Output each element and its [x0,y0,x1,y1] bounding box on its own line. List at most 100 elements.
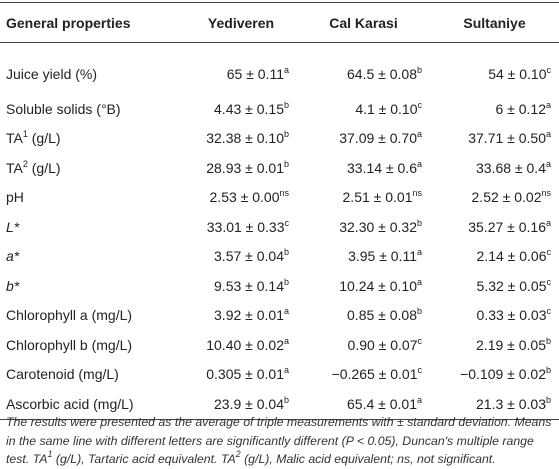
properties-table: General properties Yediveren Cal Karasi Sul… [0,2,559,420]
text: pH [6,189,24,206]
significance-letter: a [545,217,551,228]
cell: 4.43 ± 0.15b [185,94,297,124]
cell: 33.14 ± 0.6a [297,153,430,183]
cell: 37.09 ± 0.70a [297,124,430,154]
significance-letter: a [545,158,551,169]
row-label: Ascorbic acid (mg/L) [0,389,185,420]
cell: 0.305 ± 0.01a [185,360,297,390]
cell: 10.40 ± 0.02a [185,330,297,360]
text: Soluble solids (°B) [6,100,121,117]
significance-letter: c [284,217,290,228]
cell: −0.265 ± 0.01c [297,360,430,390]
row-label: Chlorophyll b (mg/L) [0,330,185,360]
significance-letter: b [416,64,422,75]
cell: 3.92 ± 0.01a [185,301,297,331]
significance-letter: b [283,158,289,169]
cell: 2.53 ± 0.00ns [185,183,297,213]
cell-value: 37.09 ± 0.70 [339,130,417,147]
cell-value: 3.57 ± 0.04 [214,248,284,265]
significance-letter: ns [412,188,422,199]
column-header: Yediveren [185,2,297,43]
cell: 2.51 ± 0.01ns [297,183,430,213]
italic-text: a* [6,248,20,265]
table-row: Carotenoid (mg/L) 0.305 ± 0.01a −0.265 ± 0… [0,360,559,390]
cell: 28.93 ± 0.01b [185,153,297,183]
significance-letter: c [546,64,552,75]
cell-value: −0.109 ± 0.02 [460,366,546,383]
cell-value: 3.95 ± 0.11 [348,248,417,265]
cell-value: 64.5 ± 0.08 [347,65,417,82]
significance-letter: a [283,335,289,346]
column-header: General properties [0,2,185,43]
row-label: L* [0,212,185,242]
footnote: The results were presented as the averag… [6,413,554,469]
significance-letter: a [416,247,422,258]
column-header: Cal Karasi [297,2,430,43]
column-header: Sultaniye [430,2,559,43]
text: (g/L) [27,159,61,176]
cell: 3.95 ± 0.11a [297,242,430,272]
cell-value: 10.24 ± 0.10 [339,277,417,294]
row-label: Carotenoid (mg/L) [0,360,185,390]
significance-letter: c [417,335,423,346]
cell: 37.71 ± 0.50a [430,124,559,154]
cell: 0.85 ± 0.08b [297,301,430,331]
significance-letter: b [283,276,289,287]
italic-text: b* [6,277,20,294]
significance-letter: c [417,365,423,376]
cell: 2.14 ± 0.06c [430,242,559,272]
cell: 9.53 ± 0.14b [185,271,297,301]
cell-value: 4.1 ± 0.10 [355,100,418,117]
text: (g/L) [27,130,61,147]
significance-letter: b [283,247,289,258]
cell-value: 37.71 ± 0.50 [468,130,546,147]
cell-value: 2.53 ± 0.00 [209,189,280,206]
row-label: Soluble solids (°B) [0,94,185,124]
significance-letter: b [545,335,551,346]
superscript: 1 [22,129,28,140]
cell: −0.109 ± 0.02b [430,360,559,390]
significance-letter: b [283,129,289,140]
cell-value: 3.92 ± 0.01 [214,307,284,324]
table-row: Soluble solids (°B) 4.43 ± 0.15b 4.1 ± 0.1… [0,94,559,124]
cell-value: 33.68 ± 0.4 [476,159,546,176]
cell: 2.52 ± 0.02ns [430,183,559,213]
cell-value: 2.19 ± 0.05 [476,336,546,353]
table-row: Chlorophyll a (mg/L) 3.92 ± 0.01a 0.85 ± 0… [0,301,559,331]
cell-value: 10.40 ± 0.02 [206,336,284,353]
superscript: 1 [47,449,53,459]
superscript: 2 [22,158,28,169]
significance-letter: ns [541,188,551,199]
cell: 5.32 ± 0.05c [430,271,559,301]
text: TA [6,130,23,147]
cell: 4.1 ± 0.10c [297,94,430,124]
cell: 0.33 ± 0.03c [430,301,559,331]
cell: 33.68 ± 0.4a [430,153,559,183]
significance-letter: a [416,276,422,287]
cell-value: 2.14 ± 0.06 [476,248,547,265]
text: Chlorophyll b (mg/L) [6,336,133,353]
cell-value: 6 ± 0.12 [495,100,546,117]
text: (g/L), Tartaric acid equivalent. TA [52,452,236,466]
significance-letter: c [546,306,552,317]
row-label: a* [0,242,185,272]
significance-letter: a [416,158,422,169]
cell-value: 0.305 ± 0.01 [206,366,284,383]
significance-letter: a [283,306,289,317]
significance-letter: c [417,99,423,110]
significance-letter: b [416,217,422,228]
significance-letter: a [416,129,422,140]
cell-value: 9.53 ± 0.14 [214,277,284,294]
cell-value: 2.51 ± 0.01 [342,189,413,206]
cell-value: 32.38 ± 0.10 [206,130,284,147]
significance-letter: b [416,306,422,317]
table-row: pH 2.53 ± 0.00ns 2.51 ± 0.01ns 2.52 ± 0.02n… [0,183,559,213]
significance-letter: ns [279,188,289,199]
cell-value: 65 ± 0.11 [226,65,284,82]
text: Carotenoid (mg/L) [6,366,119,383]
table-row: Juice yield (%) 65 ± 0.11a 64.5 ± 0.08b 54 … [0,43,559,95]
cell-value: 33.14 ± 0.6 [347,159,417,176]
text: The results were presented as the averag… [6,415,552,466]
table-row: TA1 (g/L) 32.38 ± 0.10b 37.09 ± 0.70a 37.71… [0,124,559,154]
significance-letter: a [416,394,422,405]
